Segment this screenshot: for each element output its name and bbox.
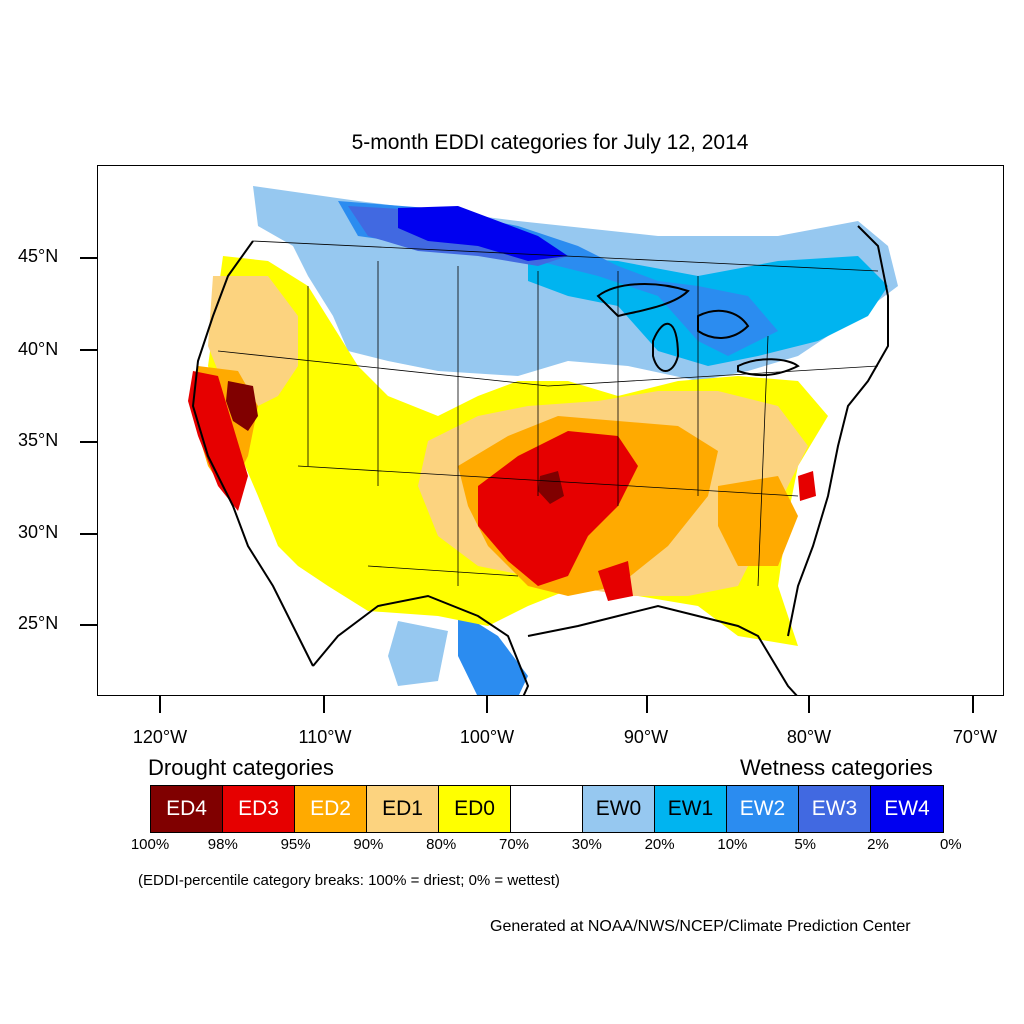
- legend-box-ew2: EW2: [727, 786, 799, 832]
- wetness-region-southwest: [388, 621, 448, 686]
- longitude-label-80w: 80°W: [786, 727, 832, 747]
- legend-box-ew4: EW4: [871, 786, 943, 832]
- longitude-tick: [646, 696, 648, 713]
- longitude-tick: [159, 696, 161, 713]
- legend-box-ew1: EW1: [655, 786, 727, 832]
- coastline: [191, 225, 889, 695]
- latitude-tick: [80, 349, 97, 351]
- drought-categories-heading: Drought categories: [148, 755, 334, 780]
- legend-break-label: 95%: [280, 836, 311, 853]
- longitude-tick: [486, 696, 488, 713]
- legend-break-label: 2%: [867, 836, 889, 853]
- longitude-tick: [808, 696, 810, 713]
- legend-box-ew3: EW3: [799, 786, 871, 832]
- legend-box-neutral: [511, 786, 583, 832]
- latitude-label-30n: 30°N: [18, 522, 59, 542]
- legend-break-label: 0%: [939, 836, 962, 853]
- longitude-label-120w: 120°W: [132, 727, 188, 747]
- latitude-tick: [80, 533, 97, 535]
- eddi-map: [188, 186, 898, 695]
- legend-box-ed4: ED4: [151, 786, 223, 832]
- drought-region-ed3: [188, 371, 816, 601]
- longitude-tick: [972, 696, 974, 713]
- legend-box-ed2: ED2: [295, 786, 367, 832]
- latitude-label-40n: 40°N: [18, 339, 59, 359]
- wetness-region-ew4: [398, 206, 568, 261]
- longitude-label-70w: 70°W: [952, 727, 998, 747]
- legend-break-label: 100%: [130, 836, 170, 853]
- category-legend: ED4 ED3 ED2 ED1 ED0 EW0 EW1 EW2 EW3 EW4: [150, 785, 944, 833]
- legend-box-ed3: ED3: [223, 786, 295, 832]
- legend-break-label: 30%: [571, 836, 602, 853]
- legend-box-ew0: EW0: [583, 786, 655, 832]
- legend-break-label: 90%: [353, 836, 384, 853]
- state-borders: [217, 240, 879, 587]
- wetness-categories-heading: Wetness categories: [740, 755, 933, 780]
- legend-break-label: 10%: [717, 836, 748, 853]
- legend-break-label: 70%: [498, 836, 530, 853]
- latitude-tick: [80, 624, 97, 626]
- legend-box-ed0: ED0: [439, 786, 511, 832]
- category-note: (EDDI-percentile category breaks: 100% =…: [138, 872, 560, 889]
- legend-break-label: 80%: [426, 836, 457, 853]
- legend-box-ed1: ED1: [367, 786, 439, 832]
- legend-break-label: 5%: [794, 836, 817, 853]
- longitude-label-90w: 90°W: [623, 727, 669, 747]
- latitude-tick: [80, 257, 97, 259]
- longitude-tick: [323, 696, 325, 713]
- wetness-region-texas-coast: [458, 611, 528, 695]
- longitude-label-100w: 100°W: [459, 727, 515, 747]
- legend-break-label: 20%: [644, 836, 675, 853]
- map-panel: [97, 165, 1004, 696]
- latitude-label-35n: 35°N: [18, 430, 59, 450]
- great-lakes: [596, 283, 800, 377]
- latitude-label-25n: 25°N: [18, 613, 59, 633]
- map-title: 5-month EDDI categories for July 12, 201…: [351, 131, 749, 154]
- longitude-label-110w: 110°W: [298, 727, 352, 747]
- legend-break-label: 98%: [207, 836, 238, 853]
- credit-line: Generated at NOAA/NWS/NCEP/Climate Predi…: [490, 918, 911, 935]
- latitude-tick: [80, 441, 97, 443]
- latitude-label-45n: 45°N: [18, 246, 59, 266]
